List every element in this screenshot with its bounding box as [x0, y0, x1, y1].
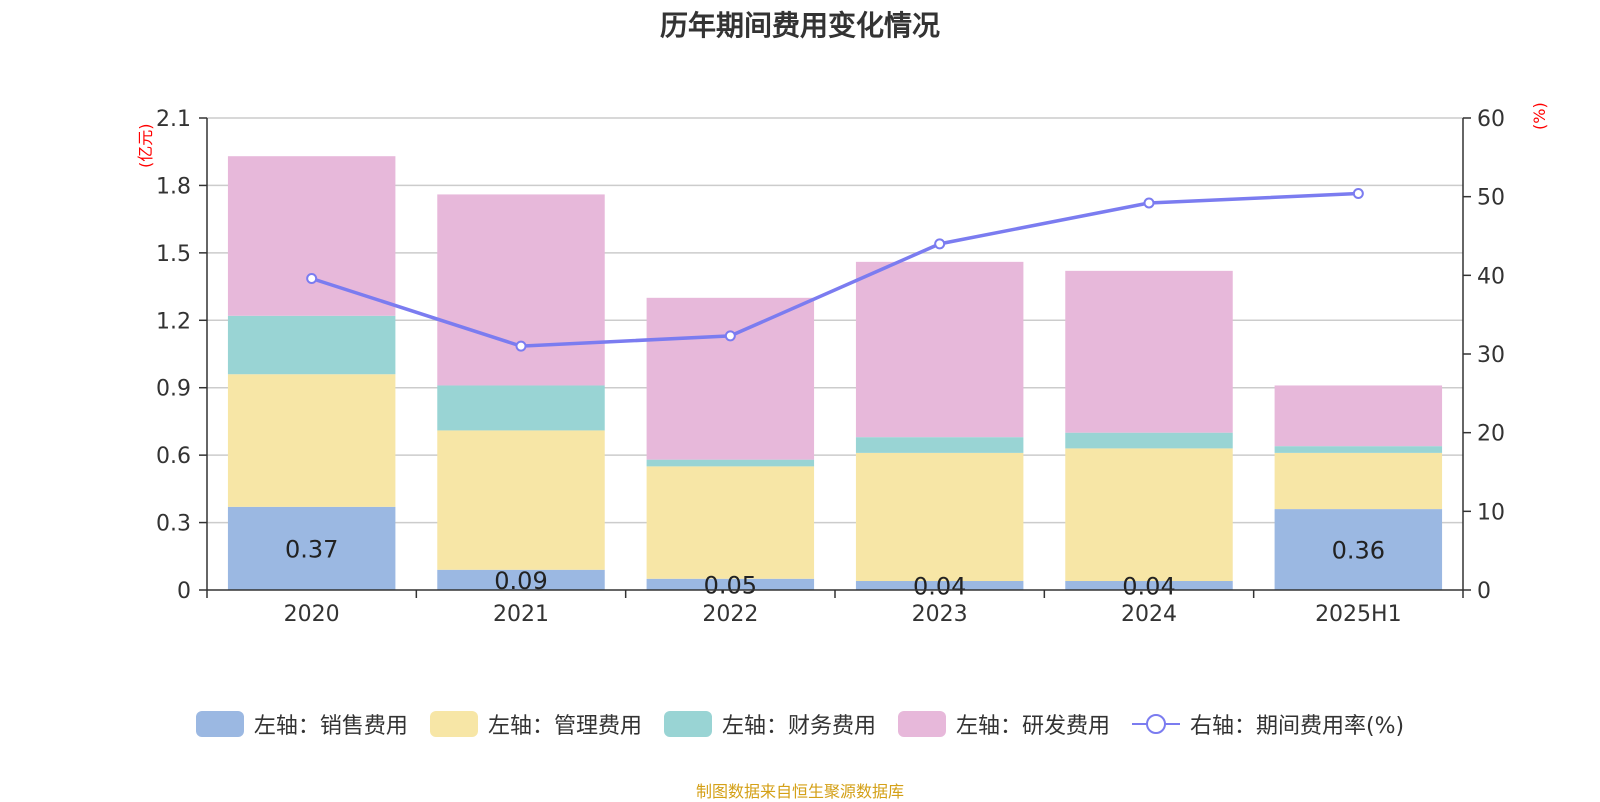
data-label: 0.37	[285, 535, 338, 563]
right-tick-label: 0	[1477, 579, 1491, 604]
right-tick-label: 30	[1477, 343, 1505, 368]
left-tick-label: 0.9	[156, 377, 191, 402]
left-tick-label: 0.6	[156, 444, 191, 469]
legend-swatch-rd	[897, 711, 946, 737]
rate-point	[1352, 188, 1364, 200]
rate-point	[1143, 197, 1155, 209]
left-tick-label: 1.2	[156, 309, 191, 334]
bar-segment	[1274, 452, 1443, 510]
grid-lines	[207, 117, 1463, 524]
bar-segment	[646, 297, 815, 460]
rate-point	[724, 330, 736, 342]
x-tick-label: 2023	[912, 602, 968, 627]
x-tick-label: 2025H1	[1315, 602, 1402, 627]
bar-segment	[227, 156, 396, 316]
data-label: 0.36	[1332, 537, 1385, 565]
legend-swatch-admin	[429, 711, 478, 737]
bar-segment	[1065, 448, 1233, 582]
legend-item-sales[interactable]: 左轴：销售费用	[195, 708, 408, 740]
bar-segment	[1274, 385, 1443, 447]
bar-segment	[437, 569, 605, 590]
bar-segment	[855, 437, 1024, 453]
rate-point	[306, 272, 318, 284]
bar-segment	[227, 315, 396, 375]
legend-label-admin: 左轴：管理费用	[487, 714, 642, 739]
legend-label-finance: 左轴：财务费用	[721, 714, 876, 739]
bar-segment	[1065, 270, 1233, 433]
bar-segment	[1065, 432, 1233, 449]
x-tick-label: 2021	[493, 602, 549, 627]
bar-segment	[646, 459, 815, 467]
rate-point	[934, 238, 946, 250]
bar-segment	[1274, 509, 1443, 590]
bar-segment	[855, 581, 1024, 590]
chart-canvas: 0.370.09 0.05 0.04 0.040.36 00.30.60.91.21.…	[156, 107, 1505, 627]
legend-label-rate: 右轴：期间费用率(%)	[1189, 714, 1405, 739]
x-tick-label: 2024	[1121, 602, 1177, 627]
legend-label-rd: 左轴：研发费用	[955, 714, 1110, 739]
legend: 左轴：销售费用 左轴：管理费用 左轴：财务费用 左轴：研发费用 右轴：期间费用率…	[0, 708, 1600, 740]
legend-item-admin[interactable]: 左轴：管理费用	[429, 708, 642, 740]
x-tick-label: 2020	[284, 602, 340, 627]
legend-item-rate[interactable]: 右轴：期间费用率(%)	[1131, 708, 1405, 740]
left-tick-label: 1.5	[156, 242, 191, 267]
axes: 0 0.3 0.6 0.9 1.2 1.5 1.8 2.1 0 10 20 30 40 50 60 2020 2…	[156, 107, 1505, 627]
left-axis-unit: (亿元)	[136, 123, 155, 169]
right-tick-label: 50	[1477, 186, 1505, 211]
bar-segment	[437, 430, 605, 570]
bar-segment	[1065, 581, 1233, 590]
right-axis-unit: (%)	[1530, 102, 1549, 130]
legend-item-rd[interactable]: 左轴：研发费用	[897, 708, 1110, 740]
left-tick-label: 2.1	[156, 107, 191, 132]
bar-segment	[437, 385, 605, 431]
right-tick-label: 10	[1477, 500, 1505, 525]
left-tick-label: 1.8	[156, 174, 191, 199]
source-note: 制图数据来自恒生聚源数据库	[695, 782, 904, 801]
data-label: 0.04	[913, 573, 966, 601]
bar-segment	[646, 466, 815, 579]
bar-segment	[437, 194, 605, 386]
bar-segment	[855, 452, 1024, 582]
rate-line	[306, 188, 1364, 352]
legend-swatch-finance	[663, 711, 712, 737]
chart-title: 历年期间费用变化情况	[659, 9, 940, 42]
legend-item-finance[interactable]: 左轴：财务费用	[663, 708, 876, 740]
bar-segment	[1274, 446, 1443, 453]
data-label: 0.04	[1122, 573, 1175, 601]
right-tick-label: 60	[1477, 107, 1505, 132]
right-tick-label: 20	[1477, 422, 1505, 447]
legend-line-rate-icon	[1131, 714, 1180, 734]
bar-segment	[855, 261, 1024, 438]
right-tick-label: 40	[1477, 264, 1505, 289]
bar-segment	[227, 506, 396, 590]
left-tick-label: 0.3	[156, 512, 191, 537]
data-label: 0.05	[704, 571, 757, 599]
legend-label-sales: 左轴：销售费用	[253, 714, 408, 739]
stacked-bars	[227, 156, 1443, 590]
rate-point	[515, 340, 527, 352]
bar-segment	[646, 578, 815, 590]
rate-line-path	[311, 191, 1359, 348]
left-tick-label: 0	[177, 579, 191, 604]
bar-segment	[227, 374, 396, 507]
x-tick-label: 2022	[702, 602, 758, 627]
legend-swatch-sales	[195, 711, 244, 737]
